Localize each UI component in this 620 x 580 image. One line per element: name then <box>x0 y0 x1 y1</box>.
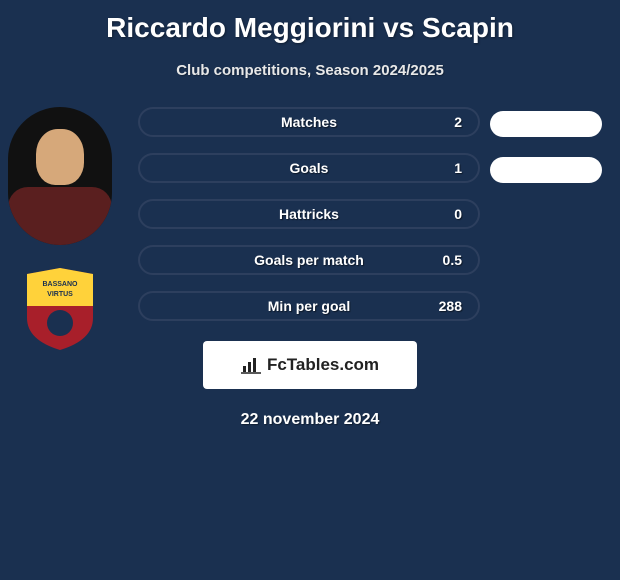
stat-value: 0 <box>454 206 462 222</box>
stat-value: 1 <box>454 160 462 176</box>
opponent-pill <box>490 111 602 137</box>
opponent-pill <box>490 157 602 183</box>
crest-text-mid: VIRTUS <box>47 291 73 298</box>
bar-chart-icon <box>241 356 261 374</box>
left-column: BASSANO VIRTUS <box>8 107 118 353</box>
stat-value: 2 <box>454 114 462 130</box>
stat-label: Matches <box>140 114 478 130</box>
stat-value: 288 <box>439 298 462 314</box>
player-avatar <box>8 107 112 245</box>
shield-icon: BASSANO VIRTUS <box>25 268 95 350</box>
stat-label: Goals per match <box>140 252 478 268</box>
stat-bar-goals: Goals 1 <box>138 153 480 183</box>
right-column <box>490 107 602 203</box>
stat-bar-gpm: Goals per match 0.5 <box>138 245 480 275</box>
stat-bar-hattricks: Hattricks 0 <box>138 199 480 229</box>
club-crest: BASSANO VIRTUS <box>16 265 104 353</box>
stat-label: Goals <box>140 160 478 176</box>
stat-label: Hattricks <box>140 206 478 222</box>
avatar-head <box>36 129 84 185</box>
content-area: BASSANO VIRTUS Matches 2 Goals 1 Hattric… <box>0 107 620 321</box>
brand-text: FcTables.com <box>267 355 379 375</box>
stat-bar-matches: Matches 2 <box>138 107 480 137</box>
stat-bar-mpg: Min per goal 288 <box>138 291 480 321</box>
stat-value: 0.5 <box>443 252 462 268</box>
stats-bars: Matches 2 Goals 1 Hattricks 0 Goals per … <box>138 107 480 321</box>
date-text: 22 november 2024 <box>0 411 620 429</box>
stat-label: Min per goal <box>140 298 478 314</box>
brand-box: FcTables.com <box>203 341 417 389</box>
crest-text-top: BASSANO <box>42 281 78 288</box>
subtitle: Club competitions, Season 2024/2025 <box>0 62 620 79</box>
avatar-jersey <box>8 187 112 245</box>
page-title: Riccardo Meggiorini vs Scapin <box>0 0 620 44</box>
